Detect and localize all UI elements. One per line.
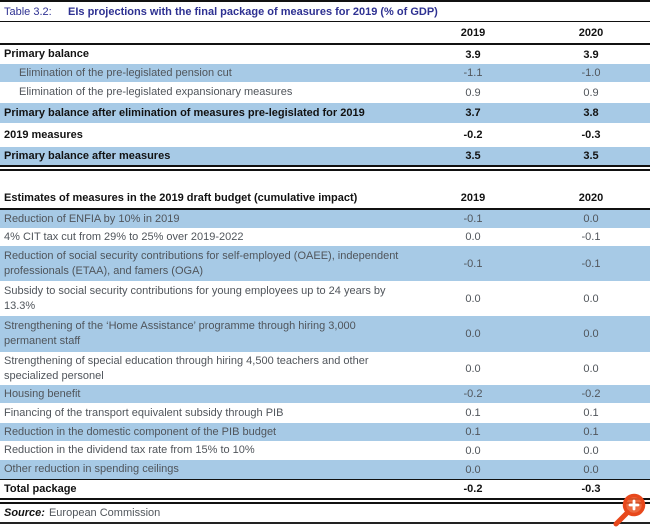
row-label: Reduction of social security contributio… bbox=[4, 249, 399, 277]
row-label: 2019 measures bbox=[4, 128, 83, 141]
cell-2019: -0.1 bbox=[463, 213, 483, 225]
cell-2020: 3.5 bbox=[583, 150, 599, 162]
cell-2020: 0.1 bbox=[583, 426, 599, 438]
table-caption: Table 3.2: EIs projections with the fina… bbox=[0, 2, 650, 22]
row-label: Strengthening of the ‘Home Assistance’ p… bbox=[4, 320, 356, 347]
row-label: Primary balance after elimination of mea… bbox=[4, 106, 365, 119]
cell-2019: 0.0 bbox=[465, 444, 481, 457]
table-number: Table 3.2: bbox=[4, 5, 52, 18]
source-line: Source: European Commission bbox=[0, 504, 650, 524]
row-label: Reduction in the domestic component of t… bbox=[4, 425, 277, 438]
row-label: Reduction of ENFIA by 10% in 2019 bbox=[4, 212, 180, 225]
cell-2019: 0.0 bbox=[465, 292, 481, 305]
row-label: Other reduction in spending ceilings bbox=[4, 463, 179, 476]
table-row: Reduction of social security contributio… bbox=[0, 246, 650, 281]
cell-2019: -1.1 bbox=[463, 67, 483, 79]
row-label: Elimination of the pre-legislated pensio… bbox=[19, 66, 232, 79]
cell-2019: -0.2 bbox=[463, 483, 483, 495]
cell-2020: 0.9 bbox=[583, 86, 599, 99]
row-label: Total package bbox=[4, 482, 77, 495]
row-label: Primary balance after measures bbox=[4, 149, 171, 162]
table-row: 2019 measures -0.2 -0.3 bbox=[0, 123, 650, 147]
cell-2020: -0.2 bbox=[581, 388, 601, 400]
cell-2020: 0.0 bbox=[583, 328, 599, 340]
cell-2020: 0.0 bbox=[583, 213, 599, 225]
table-row: Elimination of the pre-legislated pensio… bbox=[0, 64, 650, 82]
table-row: Primary balance after elimination of mea… bbox=[0, 103, 650, 123]
cell-2020: -0.1 bbox=[581, 231, 601, 243]
row-label: 4% CIT tax cut from 29% to 25% over 2019… bbox=[4, 230, 244, 243]
table-title: EIs projections with the final package o… bbox=[68, 5, 438, 18]
cell-2019: 3.9 bbox=[465, 48, 481, 61]
cell-2019: 0.0 bbox=[465, 231, 481, 243]
table-row: Reduction in the domestic component of t… bbox=[0, 423, 650, 441]
row-label: Subsidy to social security contributions… bbox=[4, 284, 386, 312]
cell-2019: 0.0 bbox=[465, 362, 481, 375]
cell-2020: 3.8 bbox=[583, 107, 599, 119]
cell-2020: -0.3 bbox=[581, 129, 601, 141]
source-text: European Commission bbox=[48, 507, 161, 519]
cell-2020: 3.9 bbox=[583, 48, 599, 61]
row-label: Primary balance bbox=[4, 48, 89, 61]
cell-2019: 0.0 bbox=[465, 463, 481, 476]
cell-2019: 3.5 bbox=[465, 150, 481, 162]
column-header-2019: 2019 bbox=[460, 26, 486, 39]
table-row: 4% CIT tax cut from 29% to 25% over 2019… bbox=[0, 228, 650, 246]
cell-2019: 3.7 bbox=[465, 107, 481, 119]
cell-2020: 0.0 bbox=[583, 463, 599, 476]
row-label: Elimination of the pre-legislated expans… bbox=[19, 86, 293, 99]
row-label: Reduction in the dividend tax rate from … bbox=[4, 444, 255, 457]
cell-2019: 0.9 bbox=[465, 86, 481, 99]
cell-2019: -0.1 bbox=[463, 257, 483, 270]
table-row: Strengthening of the ‘Home Assistance’ p… bbox=[0, 316, 650, 352]
table-row: Financing of the transport equivalent su… bbox=[0, 403, 650, 423]
table1-header: 2019 2020 bbox=[0, 22, 650, 45]
cell-2019: -0.2 bbox=[463, 129, 483, 141]
cell-2019: -0.2 bbox=[463, 388, 483, 400]
cell-2019: 0.0 bbox=[465, 328, 481, 340]
total-row: Total package -0.2 -0.3 bbox=[0, 479, 650, 498]
table-row: Subsidy to social security contributions… bbox=[0, 281, 650, 316]
row-label: Strengthening of special education throu… bbox=[4, 354, 369, 382]
table2-header-title: Estimates of measures in the 2019 draft … bbox=[4, 191, 358, 204]
row-label: Housing benefit bbox=[4, 387, 81, 400]
cell-2020: -1.0 bbox=[581, 67, 601, 79]
table-row: Primary balance 3.9 3.9 bbox=[0, 45, 650, 64]
cell-2020: 0.0 bbox=[583, 444, 599, 457]
table-row: Housing benefit -0.2 -0.2 bbox=[0, 385, 650, 403]
table-row: Elimination of the pre-legislated expans… bbox=[0, 82, 650, 103]
cell-2020: 0.0 bbox=[583, 362, 599, 375]
cell-2019: 0.1 bbox=[465, 426, 481, 438]
row-label: Financing of the transport equivalent su… bbox=[4, 406, 284, 419]
cell-2020: 0.0 bbox=[583, 292, 599, 305]
cell-2020: -0.3 bbox=[581, 483, 601, 495]
table-row: Other reduction in spending ceilings 0.0… bbox=[0, 460, 650, 479]
column-header-2020: 2020 bbox=[578, 26, 604, 39]
zoom-in-icon[interactable] bbox=[606, 491, 648, 528]
double-rule bbox=[0, 498, 650, 504]
double-rule bbox=[0, 165, 650, 171]
cell-2020: 0.1 bbox=[583, 407, 599, 419]
table-row: Primary balance after measures 3.5 3.5 bbox=[0, 147, 650, 165]
cell-2020: -0.1 bbox=[581, 257, 601, 270]
cell-2019: 0.1 bbox=[465, 407, 481, 419]
column-header-2019: 2019 bbox=[460, 191, 486, 204]
section-gap bbox=[0, 171, 650, 187]
table-row: Reduction in the dividend tax rate from … bbox=[0, 441, 650, 460]
column-header-2020: 2020 bbox=[578, 191, 604, 204]
table2-header: Estimates of measures in the 2019 draft … bbox=[0, 187, 650, 210]
table-row: Strengthening of special education throu… bbox=[0, 352, 650, 385]
source-label: Source: bbox=[4, 507, 45, 519]
table-row: Reduction of ENFIA by 10% in 2019 -0.1 0… bbox=[0, 210, 650, 228]
